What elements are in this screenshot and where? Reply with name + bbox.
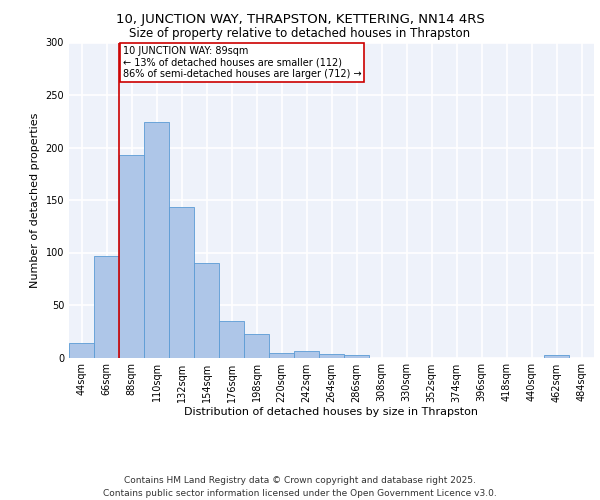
Bar [294, 351, 319, 358]
Bar [94, 256, 119, 358]
Bar [544, 356, 569, 358]
Text: Contains HM Land Registry data © Crown copyright and database right 2025.
Contai: Contains HM Land Registry data © Crown c… [103, 476, 497, 498]
Text: 10, JUNCTION WAY, THRAPSTON, KETTERING, NN14 4RS: 10, JUNCTION WAY, THRAPSTON, KETTERING, … [116, 12, 484, 26]
Bar [169, 208, 194, 358]
Bar [344, 356, 369, 358]
Text: Size of property relative to detached houses in Thrapston: Size of property relative to detached ho… [130, 28, 470, 40]
Bar [319, 354, 344, 358]
Bar [244, 334, 269, 357]
Bar [269, 354, 294, 358]
Bar [119, 155, 144, 358]
Y-axis label: Number of detached properties: Number of detached properties [30, 112, 40, 288]
Bar [194, 263, 219, 358]
Bar [219, 321, 244, 358]
Text: 10 JUNCTION WAY: 89sqm
← 13% of detached houses are smaller (112)
86% of semi-de: 10 JUNCTION WAY: 89sqm ← 13% of detached… [123, 46, 361, 79]
Bar [144, 122, 169, 358]
X-axis label: Distribution of detached houses by size in Thrapston: Distribution of detached houses by size … [185, 408, 479, 418]
Bar [69, 343, 94, 357]
